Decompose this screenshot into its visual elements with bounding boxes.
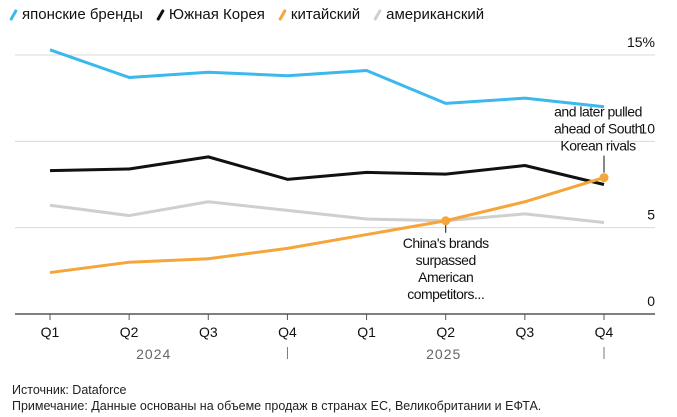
annotation-text: China's brands xyxy=(403,235,489,251)
x-tick-label: Q1 xyxy=(357,324,376,340)
series-line-3 xyxy=(49,200,605,224)
series-line-2 xyxy=(49,176,605,275)
legend-label: американский xyxy=(386,6,485,23)
annotation-text: and later pulled xyxy=(554,104,642,120)
y-tick-label: 10 xyxy=(639,120,655,136)
series-line-0 xyxy=(49,48,605,109)
year-label: 2024 xyxy=(136,346,171,362)
note-text: Примечание: Данные основаны на объеме пр… xyxy=(12,399,542,413)
x-tick-label: Q1 xyxy=(41,324,60,340)
legend-item: китайский xyxy=(278,6,361,23)
annotation-point xyxy=(441,216,451,226)
x-tick-label: Q2 xyxy=(120,324,139,340)
line-chart: 15% 10 5 0 Q1 Q2 Q3 Q4 Q1 Q2 Q3 Q4 2024 2025 China's b… xyxy=(15,34,655,362)
legend-item: американский xyxy=(373,6,485,23)
y-tick-label: 5 xyxy=(647,207,655,223)
annotation-text: competitors... xyxy=(407,286,484,302)
legend-item: японские бренды xyxy=(9,6,143,23)
annotation-text: American xyxy=(418,269,473,285)
x-tick-label: Q4 xyxy=(278,324,297,340)
y-tick-label: 0 xyxy=(647,293,655,309)
annotation-text: surpassed xyxy=(416,252,476,268)
y-tick-label: 15% xyxy=(627,34,655,50)
x-tick-label: Q2 xyxy=(436,324,455,340)
legend-label: Южная Корея xyxy=(168,6,265,23)
legend-label: китайский xyxy=(290,6,361,23)
x-tick-label: Q3 xyxy=(516,324,535,340)
year-label: 2025 xyxy=(426,346,461,362)
x-tick-label: Q3 xyxy=(199,324,218,340)
annotation-text: ahead of South xyxy=(554,121,642,137)
annotation-text: Korean rivals xyxy=(560,138,636,154)
series-line-1 xyxy=(49,155,605,186)
source-text: Источник: Dataforce xyxy=(12,383,127,397)
annotation-point xyxy=(599,173,609,183)
legend-label: японские бренды xyxy=(22,6,143,23)
legend-item: Южная Корея xyxy=(156,6,265,23)
legend: японские бренды Южная Корея китайский амери… xyxy=(9,6,485,23)
x-tick-label: Q4 xyxy=(595,324,614,340)
